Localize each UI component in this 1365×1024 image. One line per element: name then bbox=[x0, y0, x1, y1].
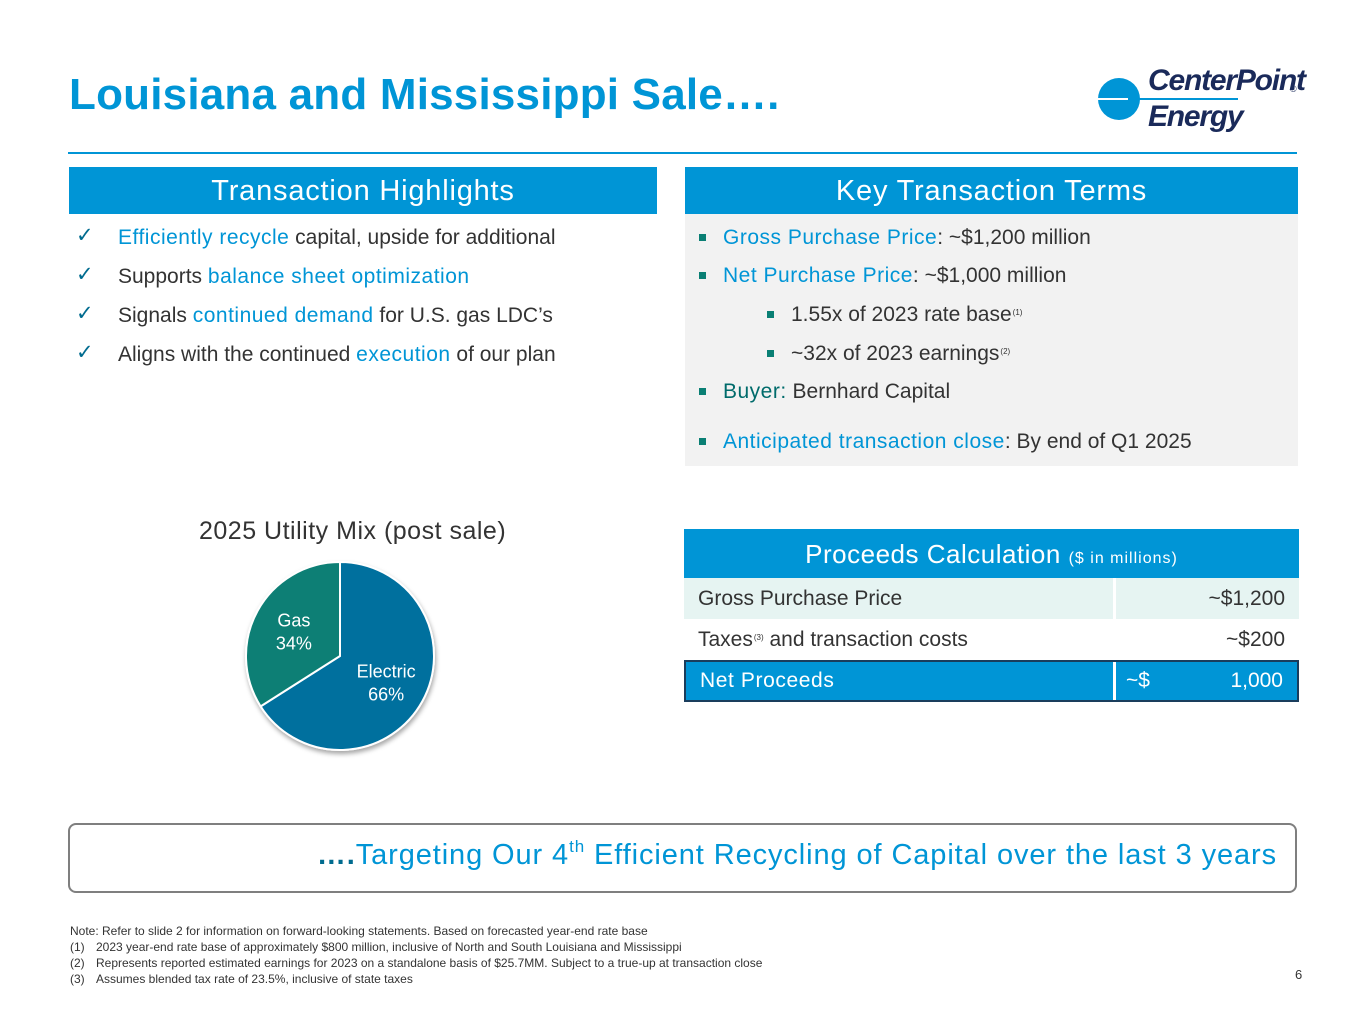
utility-mix-pie-chart: Electric 66% Gas 34% bbox=[245, 560, 435, 751]
pie-label-value: 66% bbox=[368, 684, 404, 704]
footnotes: Note: Refer to slide 2 for information o… bbox=[70, 923, 762, 987]
table-row-total: Net Proceeds ~$ 1,000 bbox=[684, 660, 1299, 702]
table-row: Gross Purchase Price ~$1,200 bbox=[684, 578, 1299, 619]
row-currency: ~$ bbox=[1126, 669, 1150, 692]
proceeds-table: Proceeds Calculation ($ in millions) Gro… bbox=[684, 529, 1299, 702]
callout-banner: ….Targeting Our 4th Efficient Recycling … bbox=[68, 823, 1297, 893]
row-label: Gross Purchase Price bbox=[698, 587, 903, 610]
checkmark-icon: ✓ bbox=[76, 302, 94, 325]
row-value: 1,000 bbox=[1230, 669, 1283, 692]
pie-slice-gas bbox=[245, 560, 341, 708]
logo-line bbox=[1120, 98, 1238, 100]
square-bullet-icon bbox=[767, 311, 774, 318]
proceeds-unit: ($ in millions) bbox=[1068, 550, 1178, 567]
square-bullet-icon bbox=[699, 438, 706, 445]
pie-label-category: Gas bbox=[277, 611, 310, 631]
chart-title: 2025 Utility Mix (post sale) bbox=[199, 517, 507, 545]
proceeds-header: Proceeds Calculation ($ in millions) bbox=[684, 529, 1299, 578]
logo-registered-mark: ® bbox=[1290, 84, 1297, 94]
pie-slice-electric bbox=[259, 560, 435, 751]
checkmark-icon: ✓ bbox=[76, 341, 94, 364]
square-bullet-icon bbox=[699, 388, 706, 395]
row-label: Taxes(3) and transaction costs bbox=[698, 628, 968, 651]
table-row: Taxes(3) and transaction costs ~$200 bbox=[684, 619, 1299, 660]
footnote: (1) 2023 year-end rate base of approximat… bbox=[70, 940, 682, 954]
highlight-emphasis: balance sheet optimization bbox=[207, 265, 470, 288]
key-transaction-terms-header: Key Transaction Terms bbox=[685, 167, 1298, 214]
page-number: 6 bbox=[1295, 967, 1303, 982]
pie-label-category: Electric bbox=[357, 661, 416, 681]
title-rule bbox=[68, 152, 1297, 154]
transaction-highlights-header: Transaction Highlights bbox=[69, 167, 657, 214]
logo-word-energy: Energy bbox=[1148, 100, 1244, 133]
square-bullet-icon bbox=[699, 272, 706, 279]
row-value: ~$1,200 bbox=[1208, 587, 1286, 610]
highlight-emphasis: continued demand bbox=[192, 304, 374, 327]
row-value: ~$200 bbox=[1226, 628, 1285, 651]
logo-word-centerpoint: CenterPoint bbox=[1148, 64, 1306, 97]
square-bullet-icon bbox=[767, 350, 774, 357]
highlight-emphasis: execution bbox=[356, 343, 451, 366]
footnote: (2) Represents reported estimated earning… bbox=[70, 956, 763, 970]
banner-text: ….Targeting Our 4th Efficient Recycling … bbox=[316, 837, 1277, 871]
checkmark-icon: ✓ bbox=[76, 224, 94, 247]
slide-title: Louisiana and Mississippi Sale…. bbox=[69, 70, 780, 119]
square-bullet-icon bbox=[699, 234, 706, 241]
row-label: Net Proceeds bbox=[700, 669, 835, 692]
centerpoint-logo: CenterPoint Energy ® bbox=[1096, 62, 1306, 142]
footnote-intro: Note: Refer to slide 2 for information o… bbox=[70, 924, 648, 938]
highlight-emphasis: Efficiently recycle bbox=[118, 226, 290, 249]
pie-label-value: 34% bbox=[276, 634, 312, 654]
checkmark-icon: ✓ bbox=[76, 263, 94, 286]
key-terms-box: Gross Purchase Price: ~$1,200 million Ne… bbox=[685, 214, 1298, 466]
footnote: (3) Assumes blended tax rate of 23.5%, in… bbox=[70, 972, 413, 986]
